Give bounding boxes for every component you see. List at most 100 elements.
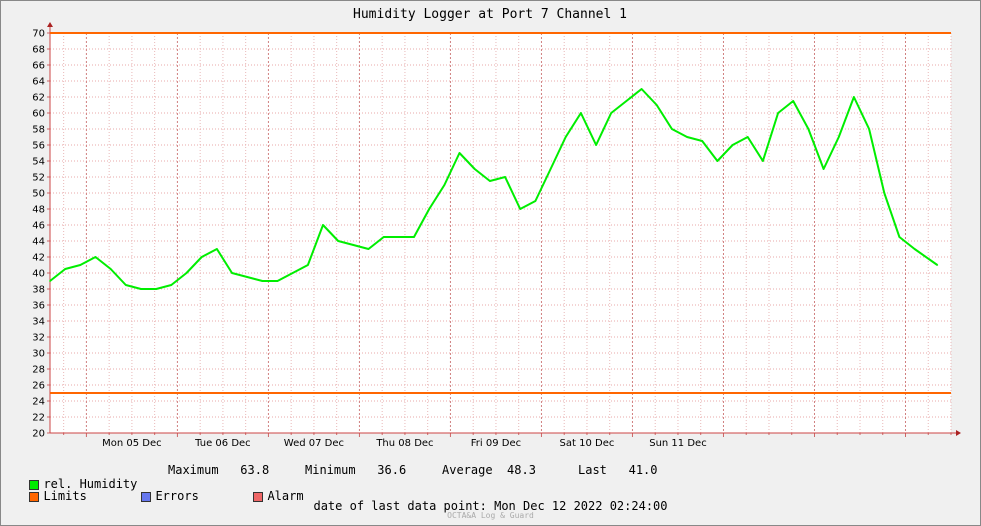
humidity-data-point — [913, 248, 916, 250]
y-tick-label: 24 — [32, 397, 45, 408]
humidity-data-point — [746, 136, 749, 138]
humidity-data-point — [322, 224, 324, 226]
y-tick-label: 26 — [32, 381, 45, 392]
humidity-data-point — [94, 256, 97, 258]
humidity-data-point — [898, 236, 901, 238]
y-tick-label: 20 — [32, 429, 45, 440]
y-tick-label: 46 — [32, 221, 45, 232]
errors-legend-swatch — [141, 491, 152, 502]
alarm-legend-swatch — [253, 491, 264, 502]
x-day-label: Mon 05 Dec — [102, 438, 162, 449]
humidity-data-point — [610, 112, 613, 114]
humidity-data-point — [853, 96, 855, 98]
humidity-data-point — [762, 160, 764, 162]
humidity-data-point — [352, 244, 355, 246]
humidity-data-point — [291, 272, 294, 274]
humidity-data-point — [883, 192, 886, 194]
maximum-stat: Maximum 63.8 — [168, 463, 269, 477]
humidity-data-point — [428, 208, 431, 210]
limits-legend-swatch — [29, 491, 40, 502]
humidity-data-point — [549, 168, 552, 170]
humidity-data-point — [489, 180, 491, 182]
last-label: Last — [578, 463, 607, 477]
y-tick-label: 66 — [32, 61, 45, 72]
y-tick-label: 32 — [32, 333, 45, 344]
humidity-data-point — [473, 168, 476, 170]
errors-legend: Errors — [127, 475, 199, 503]
y-tick-label: 36 — [32, 301, 45, 312]
humidity-data-point — [564, 136, 567, 138]
minimum-value: 36.6 — [377, 463, 407, 477]
humidity-data-point — [49, 280, 51, 282]
limits-legend-label: Limits — [43, 489, 87, 503]
humidity-data-point — [109, 268, 112, 270]
humidity-data-point — [640, 88, 643, 90]
y-tick-label: 34 — [32, 317, 45, 328]
humidity-data-point — [655, 104, 658, 106]
humidity-data-point — [595, 144, 597, 146]
humidity-data-point — [231, 272, 233, 274]
humidity-data-point — [140, 288, 142, 290]
humidity-data-point — [443, 184, 446, 186]
humidity-data-point — [125, 284, 127, 286]
y-tick-label: 58 — [32, 125, 45, 136]
humidity-data-point — [261, 280, 264, 282]
humidity-legend-swatch — [29, 479, 40, 490]
y-tick-label: 60 — [32, 109, 45, 120]
x-day-label: Thu 08 Dec — [375, 438, 433, 449]
humidity-data-point — [534, 200, 537, 202]
y-tick-label: 52 — [32, 173, 45, 184]
legend-row-2: Limits — [15, 475, 87, 503]
y-axis-arrow — [47, 22, 53, 27]
humidity-data-point — [458, 152, 461, 154]
humidity-data-point — [686, 136, 688, 138]
credit-text: OCTA&A Log & Guard — [447, 511, 534, 520]
y-tick-label: 30 — [32, 349, 45, 360]
plot-area — [50, 33, 951, 433]
legend-row-1: rel. Humidity — [15, 463, 137, 491]
y-tick-label: 28 — [32, 365, 45, 376]
humidity-data-point — [246, 276, 248, 278]
humidity-data-point — [625, 100, 628, 102]
y-tick-label: 54 — [32, 157, 45, 168]
humidity-data-point — [413, 236, 415, 238]
y-tick-label: 38 — [32, 285, 45, 296]
humidity-data-point — [792, 100, 795, 102]
last-value: 41.0 — [628, 463, 658, 477]
average-value: 48.3 — [507, 463, 536, 477]
chart-title: Humidity Logger at Port 7 Channel 1 — [353, 7, 627, 22]
x-day-label: Sun 11 Dec — [649, 438, 706, 449]
y-tick-label: 40 — [32, 269, 45, 280]
y-tick-label: 44 — [32, 237, 45, 248]
y-tick-label: 64 — [32, 77, 45, 88]
minimum-stat: Minimum 36.6 — [305, 463, 406, 477]
alarm-legend: Alarm — [239, 475, 304, 503]
y-tick-label: 70 — [32, 29, 45, 40]
humidity-data-point — [777, 112, 779, 114]
humidity-data-point — [868, 128, 870, 130]
x-day-label: Tue 06 Dec — [194, 438, 251, 449]
x-day-label: Sat 10 Dec — [560, 438, 615, 449]
humidity-data-point — [337, 240, 339, 242]
humidity-data-point — [307, 264, 309, 266]
humidity-data-point — [807, 128, 810, 130]
last-stat: Last 41.0 — [578, 463, 658, 477]
humidity-data-point — [64, 268, 66, 270]
humidity-legend-label: rel. Humidity — [43, 477, 138, 491]
y-tick-label: 68 — [32, 45, 45, 56]
humidity-data-point — [200, 256, 203, 258]
humidity-data-point — [519, 208, 522, 210]
humidity-data-point — [79, 264, 82, 266]
humidity-data-point — [216, 248, 218, 250]
humidity-data-point — [822, 168, 825, 170]
maximum-label: Maximum — [168, 463, 219, 477]
humidity-data-point — [382, 236, 385, 238]
average-stat: Average 48.3 — [442, 463, 536, 477]
average-label: Average — [442, 463, 493, 477]
humidity-data-point — [155, 288, 157, 290]
humidity-data-point — [276, 280, 279, 282]
humidity-data-point — [716, 160, 719, 162]
humidity-data-point — [185, 272, 188, 274]
maximum-value: 63.8 — [240, 463, 270, 477]
